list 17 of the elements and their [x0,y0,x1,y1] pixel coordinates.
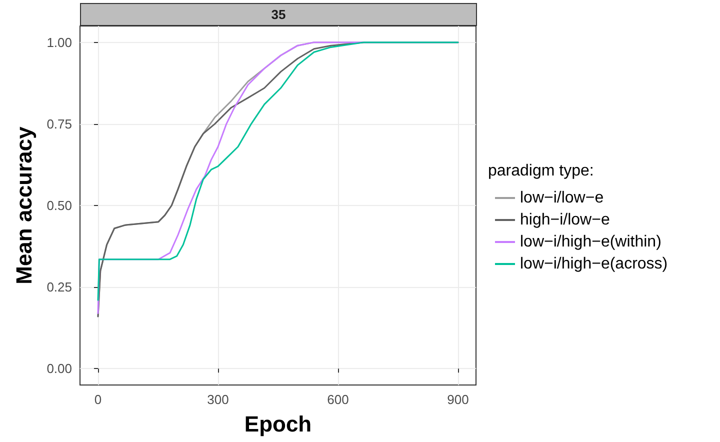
x-axis-title: Epoch [244,412,312,436]
y-tick-label: 1.00 [46,34,72,50]
legend-label: low−i/high−e(across) [520,256,668,272]
y-tick-label: 0.50 [46,198,72,213]
y-tick-label: 0.00 [46,361,72,376]
y-axis-title: Mean accuracy [12,126,36,284]
y-tick-label: 0.25 [46,280,72,295]
x-tick-label: 900 [447,392,469,407]
legend-title: paradigm type: [488,162,594,180]
x-tick-label: 0 [94,392,102,407]
x-tick-label: 300 [207,392,229,407]
legend-label: low−i/high−e(within) [520,234,662,250]
legend-label: high−i/low−e [520,212,610,228]
x-tick-label: 600 [327,392,349,407]
chart-title: 35 [271,7,286,22]
legend-label: low−i/low−e [520,190,604,206]
y-tick-label: 0.75 [46,116,72,132]
